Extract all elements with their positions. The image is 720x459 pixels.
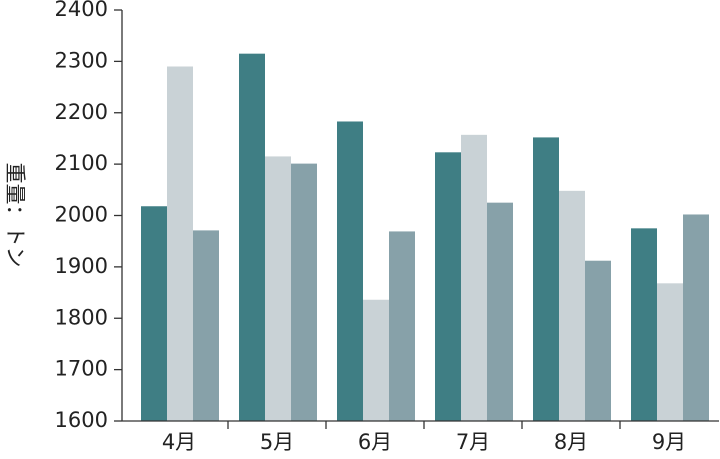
x-tick-label: 8月 (554, 430, 588, 454)
x-tick-label: 9月 (652, 430, 686, 454)
bar (265, 156, 291, 421)
y-tick-label: 1700 (55, 357, 108, 381)
bar (193, 230, 219, 421)
bar (657, 283, 683, 421)
x-tick-label: 6月 (358, 430, 392, 454)
y-tick-label: 1800 (55, 305, 108, 329)
y-tick-label: 2300 (55, 48, 108, 72)
bar (291, 163, 317, 421)
x-tick-label: 4月 (162, 430, 196, 454)
y-tick-label: 1900 (55, 254, 108, 278)
bar (337, 121, 363, 421)
bar (585, 260, 611, 421)
x-tick-label: 7月 (456, 430, 490, 454)
y-axis-label: 重量：トン (3, 163, 27, 268)
y-tick-label: 1600 (55, 408, 108, 432)
bar (363, 299, 389, 421)
bar (239, 53, 265, 421)
bar (487, 202, 513, 421)
bar (389, 231, 415, 421)
y-tick-label: 2000 (55, 203, 108, 227)
bar (683, 214, 709, 421)
y-tick-label: 2200 (55, 100, 108, 124)
bar (533, 137, 559, 421)
bar (559, 190, 585, 421)
y-tick-label: 2400 (55, 0, 108, 21)
bar (167, 66, 193, 421)
bar (461, 134, 487, 421)
bar (435, 152, 461, 421)
bar (141, 206, 167, 421)
x-tick-label: 5月 (260, 430, 294, 454)
bar (631, 228, 657, 421)
y-tick-label: 2100 (55, 151, 108, 175)
